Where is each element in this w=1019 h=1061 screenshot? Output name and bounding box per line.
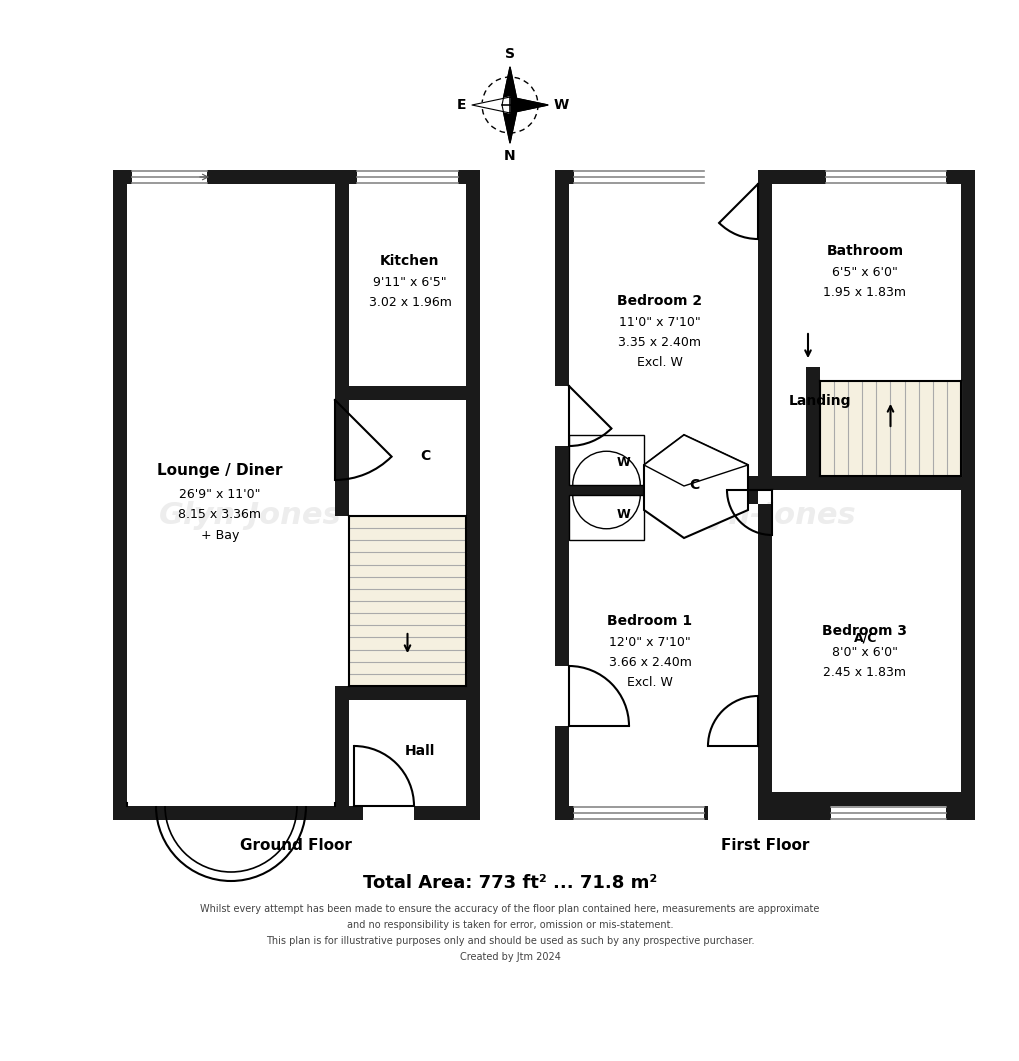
- Text: 26'9" x 11'0": 26'9" x 11'0": [179, 488, 261, 502]
- Bar: [131, 170, 207, 184]
- Bar: [113, 170, 127, 820]
- Text: 3.35 x 2.40m: 3.35 x 2.40m: [618, 336, 701, 349]
- Bar: [466, 686, 480, 806]
- Bar: [321, 806, 363, 820]
- Text: Bedroom 1: Bedroom 1: [607, 614, 692, 628]
- Bar: [643, 483, 672, 497]
- Text: 8'0" x 6'0": 8'0" x 6'0": [832, 646, 897, 660]
- Text: W: W: [616, 456, 631, 470]
- Text: 12'0" x 7'10": 12'0" x 7'10": [608, 637, 690, 649]
- Text: Whilst every attempt has been made to ensure the accuracy of the floor plan cont: Whilst every attempt has been made to en…: [200, 904, 819, 914]
- Text: A/C: A/C: [854, 631, 876, 644]
- Bar: [574, 806, 703, 820]
- Text: 8.15 x 3.36m: 8.15 x 3.36m: [178, 508, 261, 522]
- Bar: [707, 806, 757, 820]
- Polygon shape: [501, 105, 518, 143]
- Bar: [771, 792, 960, 806]
- Bar: [554, 386, 569, 446]
- Bar: [702, 170, 757, 184]
- Text: Kitchen: Kitchen: [380, 254, 439, 268]
- Text: Ground Floor: Ground Floor: [239, 838, 352, 853]
- Text: 6'5" x 6'0": 6'5" x 6'0": [832, 266, 897, 279]
- Bar: [554, 806, 974, 820]
- Text: N: N: [503, 149, 516, 163]
- Bar: [757, 184, 771, 490]
- Text: + Bay: + Bay: [201, 528, 238, 541]
- Bar: [334, 686, 368, 700]
- Bar: [554, 170, 974, 184]
- Bar: [805, 367, 819, 490]
- Text: Lounge / Diner: Lounge / Diner: [157, 464, 282, 479]
- Text: W: W: [616, 508, 631, 522]
- Text: W: W: [553, 98, 569, 112]
- Polygon shape: [510, 97, 547, 114]
- Text: This plan is for illustrative purposes only and should be used as such by any pr: This plan is for illustrative purposes o…: [266, 936, 753, 946]
- Text: Created by Jtm 2024: Created by Jtm 2024: [460, 952, 559, 962]
- Bar: [466, 170, 480, 820]
- Bar: [771, 476, 960, 490]
- Bar: [825, 170, 945, 184]
- Bar: [554, 170, 569, 820]
- Text: 9'11" x 6'5": 9'11" x 6'5": [373, 277, 446, 290]
- Text: Excl. W: Excl. W: [637, 356, 683, 369]
- Polygon shape: [643, 435, 747, 486]
- Bar: [569, 435, 643, 485]
- Bar: [466, 776, 480, 820]
- Text: Excl. W: Excl. W: [627, 677, 673, 690]
- Bar: [554, 666, 569, 726]
- Bar: [569, 476, 757, 490]
- Bar: [569, 490, 757, 504]
- Text: C: C: [420, 449, 430, 463]
- Bar: [113, 170, 480, 184]
- Polygon shape: [472, 97, 510, 114]
- Bar: [819, 381, 960, 476]
- Text: and no responsibility is taken for error, omission or mis-statement.: and no responsibility is taken for error…: [346, 920, 673, 930]
- Bar: [757, 504, 771, 806]
- Bar: [569, 435, 643, 442]
- Bar: [334, 386, 466, 400]
- Bar: [348, 516, 466, 686]
- Bar: [334, 700, 348, 806]
- Text: 11'0" x 7'10": 11'0" x 7'10": [619, 316, 700, 330]
- Bar: [830, 806, 945, 820]
- Bar: [569, 479, 643, 485]
- Bar: [960, 170, 974, 820]
- Text: 3.02 x 1.96m: 3.02 x 1.96m: [368, 296, 451, 310]
- Text: C: C: [688, 479, 698, 492]
- Bar: [757, 476, 960, 490]
- Bar: [354, 806, 414, 820]
- Text: 2.45 x 1.83m: 2.45 x 1.83m: [822, 666, 906, 679]
- Bar: [643, 469, 672, 483]
- Polygon shape: [643, 435, 747, 538]
- Text: Total Area: 773 ft² ... 71.8 m²: Total Area: 773 ft² ... 71.8 m²: [363, 874, 656, 892]
- Text: 1.95 x 1.83m: 1.95 x 1.83m: [822, 286, 906, 299]
- Text: First Floor: First Floor: [720, 838, 808, 853]
- Polygon shape: [501, 67, 518, 105]
- Bar: [569, 495, 643, 540]
- Text: Hall: Hall: [405, 744, 435, 758]
- Text: Glyn-Jones: Glyn-Jones: [159, 502, 341, 530]
- Text: Landing: Landing: [788, 394, 851, 408]
- Bar: [357, 170, 458, 184]
- Text: Glyn-Jones: Glyn-Jones: [673, 502, 856, 530]
- Text: E: E: [457, 98, 466, 112]
- Bar: [348, 686, 466, 700]
- Bar: [113, 806, 480, 820]
- Text: S: S: [504, 47, 515, 60]
- Text: 3.66 x 2.40m: 3.66 x 2.40m: [608, 657, 691, 669]
- Bar: [574, 170, 703, 184]
- Text: Bathroom: Bathroom: [825, 244, 903, 258]
- Bar: [334, 184, 348, 400]
- Bar: [334, 400, 348, 516]
- Text: Bedroom 2: Bedroom 2: [616, 294, 702, 308]
- Text: Bedroom 3: Bedroom 3: [821, 624, 907, 638]
